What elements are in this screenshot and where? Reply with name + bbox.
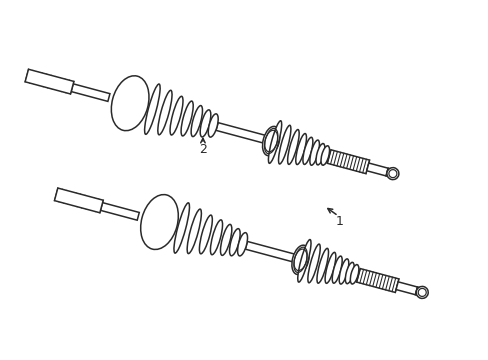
Ellipse shape [181,101,193,136]
Bar [395,282,417,295]
Ellipse shape [208,114,218,137]
Ellipse shape [331,256,342,283]
Ellipse shape [229,229,240,256]
Ellipse shape [302,137,312,165]
Ellipse shape [220,224,231,255]
Bar [25,69,74,94]
Ellipse shape [287,130,299,165]
Ellipse shape [174,203,189,253]
Ellipse shape [199,215,212,254]
Ellipse shape [200,110,210,137]
Ellipse shape [144,84,160,134]
Ellipse shape [191,105,202,136]
Ellipse shape [339,259,348,284]
Bar [366,163,387,176]
Ellipse shape [315,144,324,165]
Ellipse shape [278,125,290,164]
Ellipse shape [295,134,306,165]
Text: 2: 2 [199,143,206,156]
Ellipse shape [307,244,320,283]
Ellipse shape [170,96,183,135]
Bar [216,123,272,145]
Ellipse shape [187,209,201,253]
Bar [326,150,369,174]
Text: 1: 1 [335,215,343,228]
Ellipse shape [320,146,329,165]
Bar [54,188,103,213]
Ellipse shape [345,262,353,284]
Ellipse shape [141,194,178,249]
Ellipse shape [237,233,247,256]
Ellipse shape [111,76,149,131]
Ellipse shape [268,121,281,163]
Ellipse shape [349,265,358,284]
Ellipse shape [262,126,279,156]
Ellipse shape [415,287,427,298]
Bar [245,242,301,264]
Ellipse shape [297,239,310,282]
Ellipse shape [316,248,328,283]
Ellipse shape [309,140,319,165]
Bar [101,203,139,220]
Bar [71,84,110,102]
Bar [385,168,393,177]
Ellipse shape [386,168,398,180]
Ellipse shape [325,252,335,283]
Bar [414,287,423,296]
Ellipse shape [158,90,172,135]
Ellipse shape [291,245,308,274]
Ellipse shape [210,220,222,255]
Bar [356,269,398,292]
